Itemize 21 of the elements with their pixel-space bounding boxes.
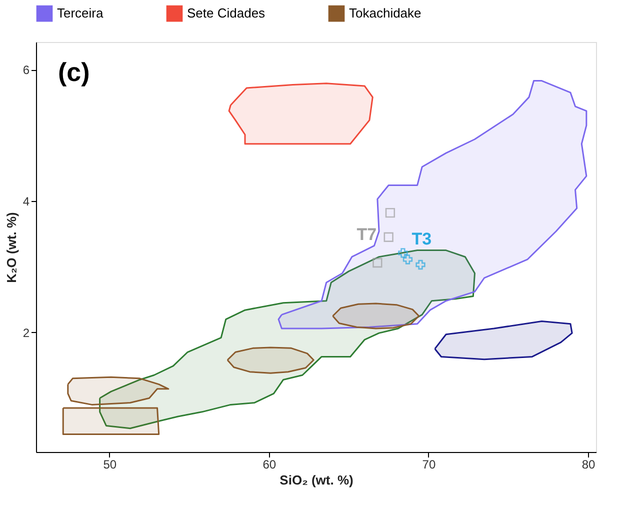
point [398, 248, 408, 258]
y-tick-label: 2 [22, 326, 30, 340]
point [384, 232, 394, 242]
point [416, 260, 426, 270]
legend-label: Terceira [57, 6, 104, 21]
x-tick-label: 50 [103, 458, 117, 472]
point [385, 208, 396, 218]
x-tick-label: 70 [422, 458, 436, 472]
y-axis-title: K₂O (wt. %) [4, 212, 19, 283]
annotation: T3 [412, 229, 432, 248]
x-tick-label: 80 [582, 458, 596, 472]
legend-label: Tokachidake [349, 6, 422, 21]
x-axis-title: SiO₂ (wt. %) [280, 472, 354, 488]
legend-label: Sete Cidades [187, 6, 266, 21]
x-tick-label: 60 [262, 458, 276, 472]
annotation: (c) [58, 57, 90, 87]
y-tick-label: 6 [22, 63, 30, 78]
annotation: T7 [356, 225, 377, 244]
point [372, 258, 382, 268]
y-tick-label: 4 [22, 194, 30, 209]
point [402, 254, 413, 264]
